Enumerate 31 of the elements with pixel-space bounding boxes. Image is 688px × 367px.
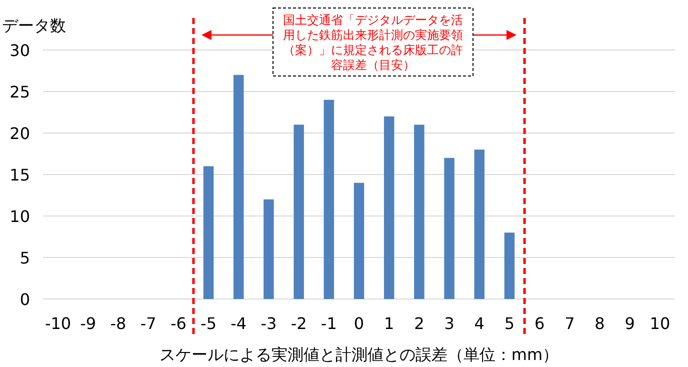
x-tick-label: -1 bbox=[320, 314, 337, 333]
x-tick-label: -10 bbox=[44, 314, 72, 333]
x-tick-label: 5 bbox=[504, 314, 515, 333]
x-tick-label: 1 bbox=[384, 314, 394, 333]
x-tick-label: -2 bbox=[290, 314, 307, 333]
x-tick-label: -7 bbox=[140, 314, 156, 333]
x-tick-label: 3 bbox=[444, 314, 454, 333]
x-tick-label: -6 bbox=[170, 314, 186, 333]
x-tick-label: 9 bbox=[624, 314, 635, 333]
x-tick-label: 8 bbox=[594, 314, 605, 333]
y-axis-title: データ数 bbox=[2, 16, 66, 35]
x-tick-label: 6 bbox=[534, 314, 545, 333]
x-tick-label: -4 bbox=[230, 314, 247, 333]
y-tick-label: 5 bbox=[20, 248, 30, 268]
y-tick-label: 20 bbox=[10, 124, 30, 143]
x-tick-label: 10 bbox=[650, 314, 670, 333]
x-tick-label: -3 bbox=[260, 314, 277, 333]
x-tick-label: 2 bbox=[414, 314, 424, 333]
annotation: 国土交通省「デジタルデータを活用した鉄筋出来形計測の実施要領（案）」に規定される床版工の許容誤差（目安） bbox=[283, 13, 463, 72]
x-tick-label: -8 bbox=[110, 314, 126, 333]
x-axis-title: スケールによる実測値と計測値との誤差（単位：mm） bbox=[159, 345, 559, 364]
y-tick-label: 0 bbox=[20, 290, 30, 309]
x-tick-label: 4 bbox=[474, 314, 484, 333]
y-tick-label: 25 bbox=[10, 82, 30, 102]
x-tick-label: 0 bbox=[354, 314, 364, 333]
x-tick-label: 7 bbox=[564, 314, 575, 333]
y-tick-label: 30 bbox=[10, 41, 30, 60]
x-tick-label: -5 bbox=[200, 314, 216, 333]
x-tick-label: -9 bbox=[80, 314, 96, 333]
y-tick-label: 15 bbox=[10, 166, 30, 184]
y-tick-label: 10 bbox=[10, 207, 30, 226]
